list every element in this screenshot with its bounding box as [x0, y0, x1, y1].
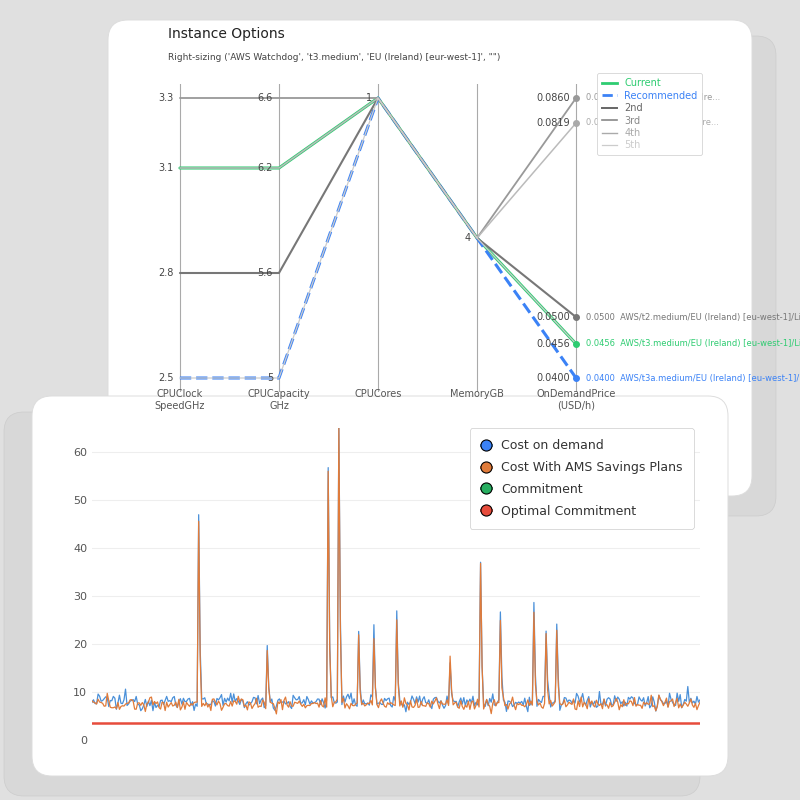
Text: Instance Options: Instance Options: [168, 27, 285, 41]
Text: MemoryGB: MemoryGB: [450, 389, 504, 399]
Text: 0.0819  AWS/t3a.large/EU (Ire...: 0.0819 AWS/t3a.large/EU (Ire...: [586, 118, 719, 127]
Text: 0.0500: 0.0500: [536, 312, 570, 322]
Text: CPUCapacity
GHz: CPUCapacity GHz: [248, 389, 310, 411]
Text: 1: 1: [366, 93, 372, 103]
Text: 0.0860: 0.0860: [537, 93, 570, 103]
Text: USD/h: USD/h: [50, 570, 59, 606]
Text: 3.3: 3.3: [158, 93, 174, 103]
Text: 0.0860  AWS/c5a.large/EU (Ire...: 0.0860 AWS/c5a.large/EU (Ire...: [586, 94, 720, 102]
Legend: Cost on demand, Cost With AMS Savings Plans, Commitment, Optimal Commitment: Cost on demand, Cost With AMS Savings Pl…: [470, 428, 694, 529]
Text: 0.0400: 0.0400: [537, 373, 570, 383]
Text: 2.5: 2.5: [158, 373, 174, 383]
Text: 3.1: 3.1: [158, 163, 174, 173]
Text: CPUCores: CPUCores: [354, 389, 402, 399]
Text: 6.6: 6.6: [258, 93, 273, 103]
Text: 2.8: 2.8: [158, 268, 174, 278]
Text: 0.0500  AWS/t2.medium/EU (Ireland) [eu-west-1]/Linux: 0.0500 AWS/t2.medium/EU (Ireland) [eu-we…: [586, 313, 800, 322]
Text: 5.6: 5.6: [258, 268, 273, 278]
Text: OnDemandPrice
(USD/h): OnDemandPrice (USD/h): [536, 389, 616, 411]
Text: CPUClock
SpeedGHz: CPUClock SpeedGHz: [154, 389, 205, 411]
Text: 5: 5: [266, 373, 273, 383]
Text: 0.0400  AWS/t3a.medium/EU (Ireland) [eu-west-1]/Linux: 0.0400 AWS/t3a.medium/EU (Ireland) [eu-w…: [586, 374, 800, 382]
Text: 4: 4: [465, 233, 471, 243]
Text: 0.0456: 0.0456: [536, 339, 570, 349]
Legend: Current, Recommended, 2nd, 3rd, 4th, 5th: Current, Recommended, 2nd, 3rd, 4th, 5th: [597, 74, 702, 155]
Text: 0.0819: 0.0819: [537, 118, 570, 128]
Text: 0.0456  AWS/t3.medium/EU (Ireland) [eu-west-1]/Linux: 0.0456 AWS/t3.medium/EU (Ireland) [eu-we…: [586, 339, 800, 349]
Text: 6.2: 6.2: [258, 163, 273, 173]
Text: Right-sizing ('AWS Watchdog', 't3.medium', 'EU (Ireland) [eur-west-1]', ""): Right-sizing ('AWS Watchdog', 't3.medium…: [168, 54, 500, 62]
